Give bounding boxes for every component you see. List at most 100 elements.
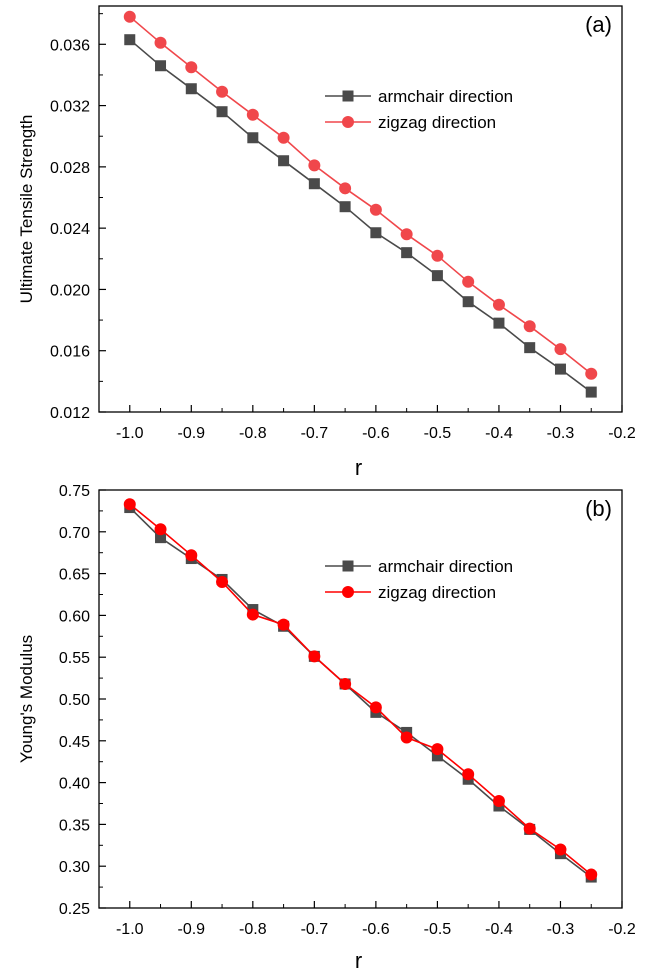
y-tick-label-b: 0.70 <box>59 525 90 542</box>
data-point-zigzag-b <box>492 794 505 807</box>
y-tick-label-a: 0.036 <box>50 37 90 54</box>
y-tick-label-b: 0.30 <box>59 859 90 876</box>
data-point-armchair-a <box>493 317 505 329</box>
x-tick-label-b: -0.5 <box>424 921 452 938</box>
data-point-armchair-b <box>155 532 167 544</box>
data-point-zigzag-b <box>585 868 598 881</box>
series-line-zigzag-b <box>129 503 592 876</box>
data-point-zigzag-a <box>185 61 198 74</box>
data-point-zigzag-a <box>554 343 567 356</box>
x-tick-label-a: -0.2 <box>608 425 636 442</box>
panel-label-a: (a) <box>585 12 612 37</box>
x-tick-label-b: -0.8 <box>239 921 267 938</box>
data-point-zigzag-a <box>431 249 444 262</box>
data-point-armchair-a <box>462 296 474 308</box>
x-axis-title-b: r <box>355 948 362 973</box>
y-tick-label-b: 0.25 <box>59 901 90 918</box>
data-point-armchair-a <box>339 201 351 213</box>
y-tick-label-b: 0.45 <box>59 734 90 751</box>
data-point-armchair-a <box>524 342 536 354</box>
data-point-zigzag-a <box>523 320 536 333</box>
data-point-zigzag-b <box>369 701 382 714</box>
x-axis-title-a: r <box>355 455 362 480</box>
data-point-zigzag-b <box>308 650 321 663</box>
data-point-armchair-a <box>124 34 136 46</box>
y-tick-label-b: 0.35 <box>59 817 90 834</box>
legend-marker-zigzag-a <box>342 116 354 128</box>
y-tick-label-b: 0.60 <box>59 608 90 625</box>
data-point-armchair-a <box>308 178 320 190</box>
y-tick-label-a: 0.028 <box>50 160 90 177</box>
data-point-armchair-a <box>554 363 566 375</box>
data-point-zigzag-b <box>123 498 136 511</box>
data-point-zigzag-b <box>431 743 444 756</box>
data-point-zigzag-a <box>585 367 598 380</box>
data-point-zigzag-b <box>216 575 229 588</box>
data-point-zigzag-a <box>123 10 136 23</box>
legend-marker-armchair-b <box>342 560 354 572</box>
data-point-armchair-a <box>585 386 597 398</box>
data-point-armchair-a <box>185 83 197 95</box>
y-tick-label-a: 0.032 <box>50 99 90 116</box>
panel-a-chart: -1.0 -0.9 -0.8 -0.7 -0.6 -0.5 -0.4 -0.3 -0.2 0.01… <box>17 5 636 480</box>
data-point-zigzag-b <box>554 843 567 856</box>
series-line-armchair-a <box>129 39 592 393</box>
y-axis-title-a: Ultimate Tensile Strength <box>17 115 36 304</box>
data-point-zigzag-a <box>308 159 321 172</box>
x-tick-label-b: -0.4 <box>485 921 513 938</box>
x-tick-label-a: -0.4 <box>485 425 513 442</box>
panel-label-b: (b) <box>585 496 612 521</box>
y-tick-label-b: 0.75 <box>59 483 90 500</box>
y-tick-label-a: 0.024 <box>50 221 90 238</box>
data-point-armchair-a <box>247 132 259 144</box>
legend-marker-armchair-a <box>342 90 354 102</box>
data-point-armchair-a <box>278 155 290 167</box>
data-point-zigzag-a <box>154 36 167 49</box>
data-point-zigzag-b <box>154 523 167 536</box>
x-tick-label-a: -0.5 <box>424 425 452 442</box>
y-tick-label-a: 0.020 <box>50 282 90 299</box>
legend-label-zigzag-b: zigzag direction <box>378 583 496 602</box>
data-point-zigzag-b <box>400 731 413 744</box>
x-tick-label-a: -0.7 <box>301 425 329 442</box>
data-point-zigzag-a <box>369 203 382 216</box>
data-point-zigzag-b <box>185 549 198 562</box>
data-point-armchair-a <box>431 270 443 282</box>
data-point-zigzag-a <box>216 85 229 98</box>
data-point-zigzag-a <box>400 228 413 241</box>
data-point-zigzag-a <box>277 131 290 144</box>
legend-label-armchair-a: armchair direction <box>378 87 513 106</box>
data-point-zigzag-b <box>246 608 259 621</box>
data-point-armchair-a <box>216 106 228 118</box>
data-point-zigzag-a <box>492 298 505 311</box>
x-tick-label-a: -0.3 <box>547 425 575 442</box>
legend-label-zigzag-a: zigzag direction <box>378 113 496 132</box>
data-point-zigzag-b <box>339 677 352 690</box>
y-axis-title-b: Young's Modulus <box>17 635 36 763</box>
x-tick-label-b: -0.2 <box>608 921 636 938</box>
y-tick-label-a: 0.012 <box>50 405 90 422</box>
data-point-zigzag-b <box>462 768 475 781</box>
x-tick-label-a: -0.6 <box>362 425 390 442</box>
y-tick-label-a: 0.016 <box>50 344 90 361</box>
x-tick-label-b: -0.9 <box>178 921 206 938</box>
x-tick-label-b: -1.0 <box>116 921 144 938</box>
data-point-zigzag-a <box>462 275 475 288</box>
data-point-armchair-a <box>401 247 413 259</box>
x-tick-label-a: -0.9 <box>178 425 206 442</box>
data-point-armchair-a <box>370 227 382 239</box>
x-tick-label-b: -0.7 <box>301 921 329 938</box>
y-tick-label-b: 0.55 <box>59 650 90 667</box>
panel-b-chart: -1.0 -0.9 -0.8 -0.7 -0.6 -0.5 -0.4 -0.3 -0.2 0.25… <box>17 483 636 973</box>
data-point-zigzag-b <box>277 618 290 631</box>
data-point-zigzag-a <box>246 108 259 121</box>
series-line-zigzag-a <box>129 16 592 375</box>
x-tick-label-a: -1.0 <box>116 425 144 442</box>
legend-label-armchair-b: armchair direction <box>378 557 513 576</box>
y-tick-label-b: 0.65 <box>59 567 90 584</box>
plot-frame-a <box>98 5 623 413</box>
x-tick-label-b: -0.6 <box>362 921 390 938</box>
data-point-zigzag-a <box>339 182 352 195</box>
data-point-zigzag-b <box>523 822 536 835</box>
